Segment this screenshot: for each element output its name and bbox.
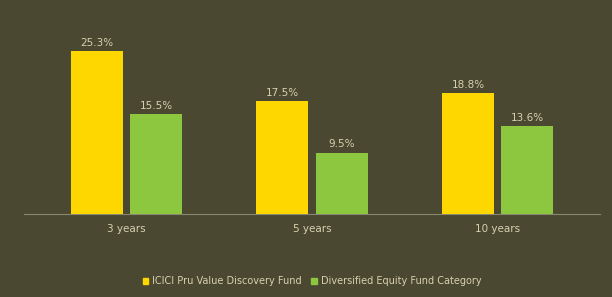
- Text: 15.5%: 15.5%: [140, 101, 173, 111]
- Bar: [442, 93, 494, 214]
- Bar: [256, 101, 308, 214]
- Text: 17.5%: 17.5%: [266, 88, 299, 98]
- Text: 13.6%: 13.6%: [511, 113, 544, 123]
- Text: 25.3%: 25.3%: [80, 38, 113, 48]
- Legend: ICICI Pru Value Discovery Fund, Diversified Equity Fund Category: ICICI Pru Value Discovery Fund, Diversif…: [139, 272, 485, 290]
- Bar: [130, 114, 182, 214]
- Bar: [316, 153, 368, 214]
- Text: 9.5%: 9.5%: [329, 140, 355, 149]
- Bar: [501, 126, 553, 214]
- Text: 18.8%: 18.8%: [452, 80, 485, 90]
- Bar: [71, 51, 123, 214]
